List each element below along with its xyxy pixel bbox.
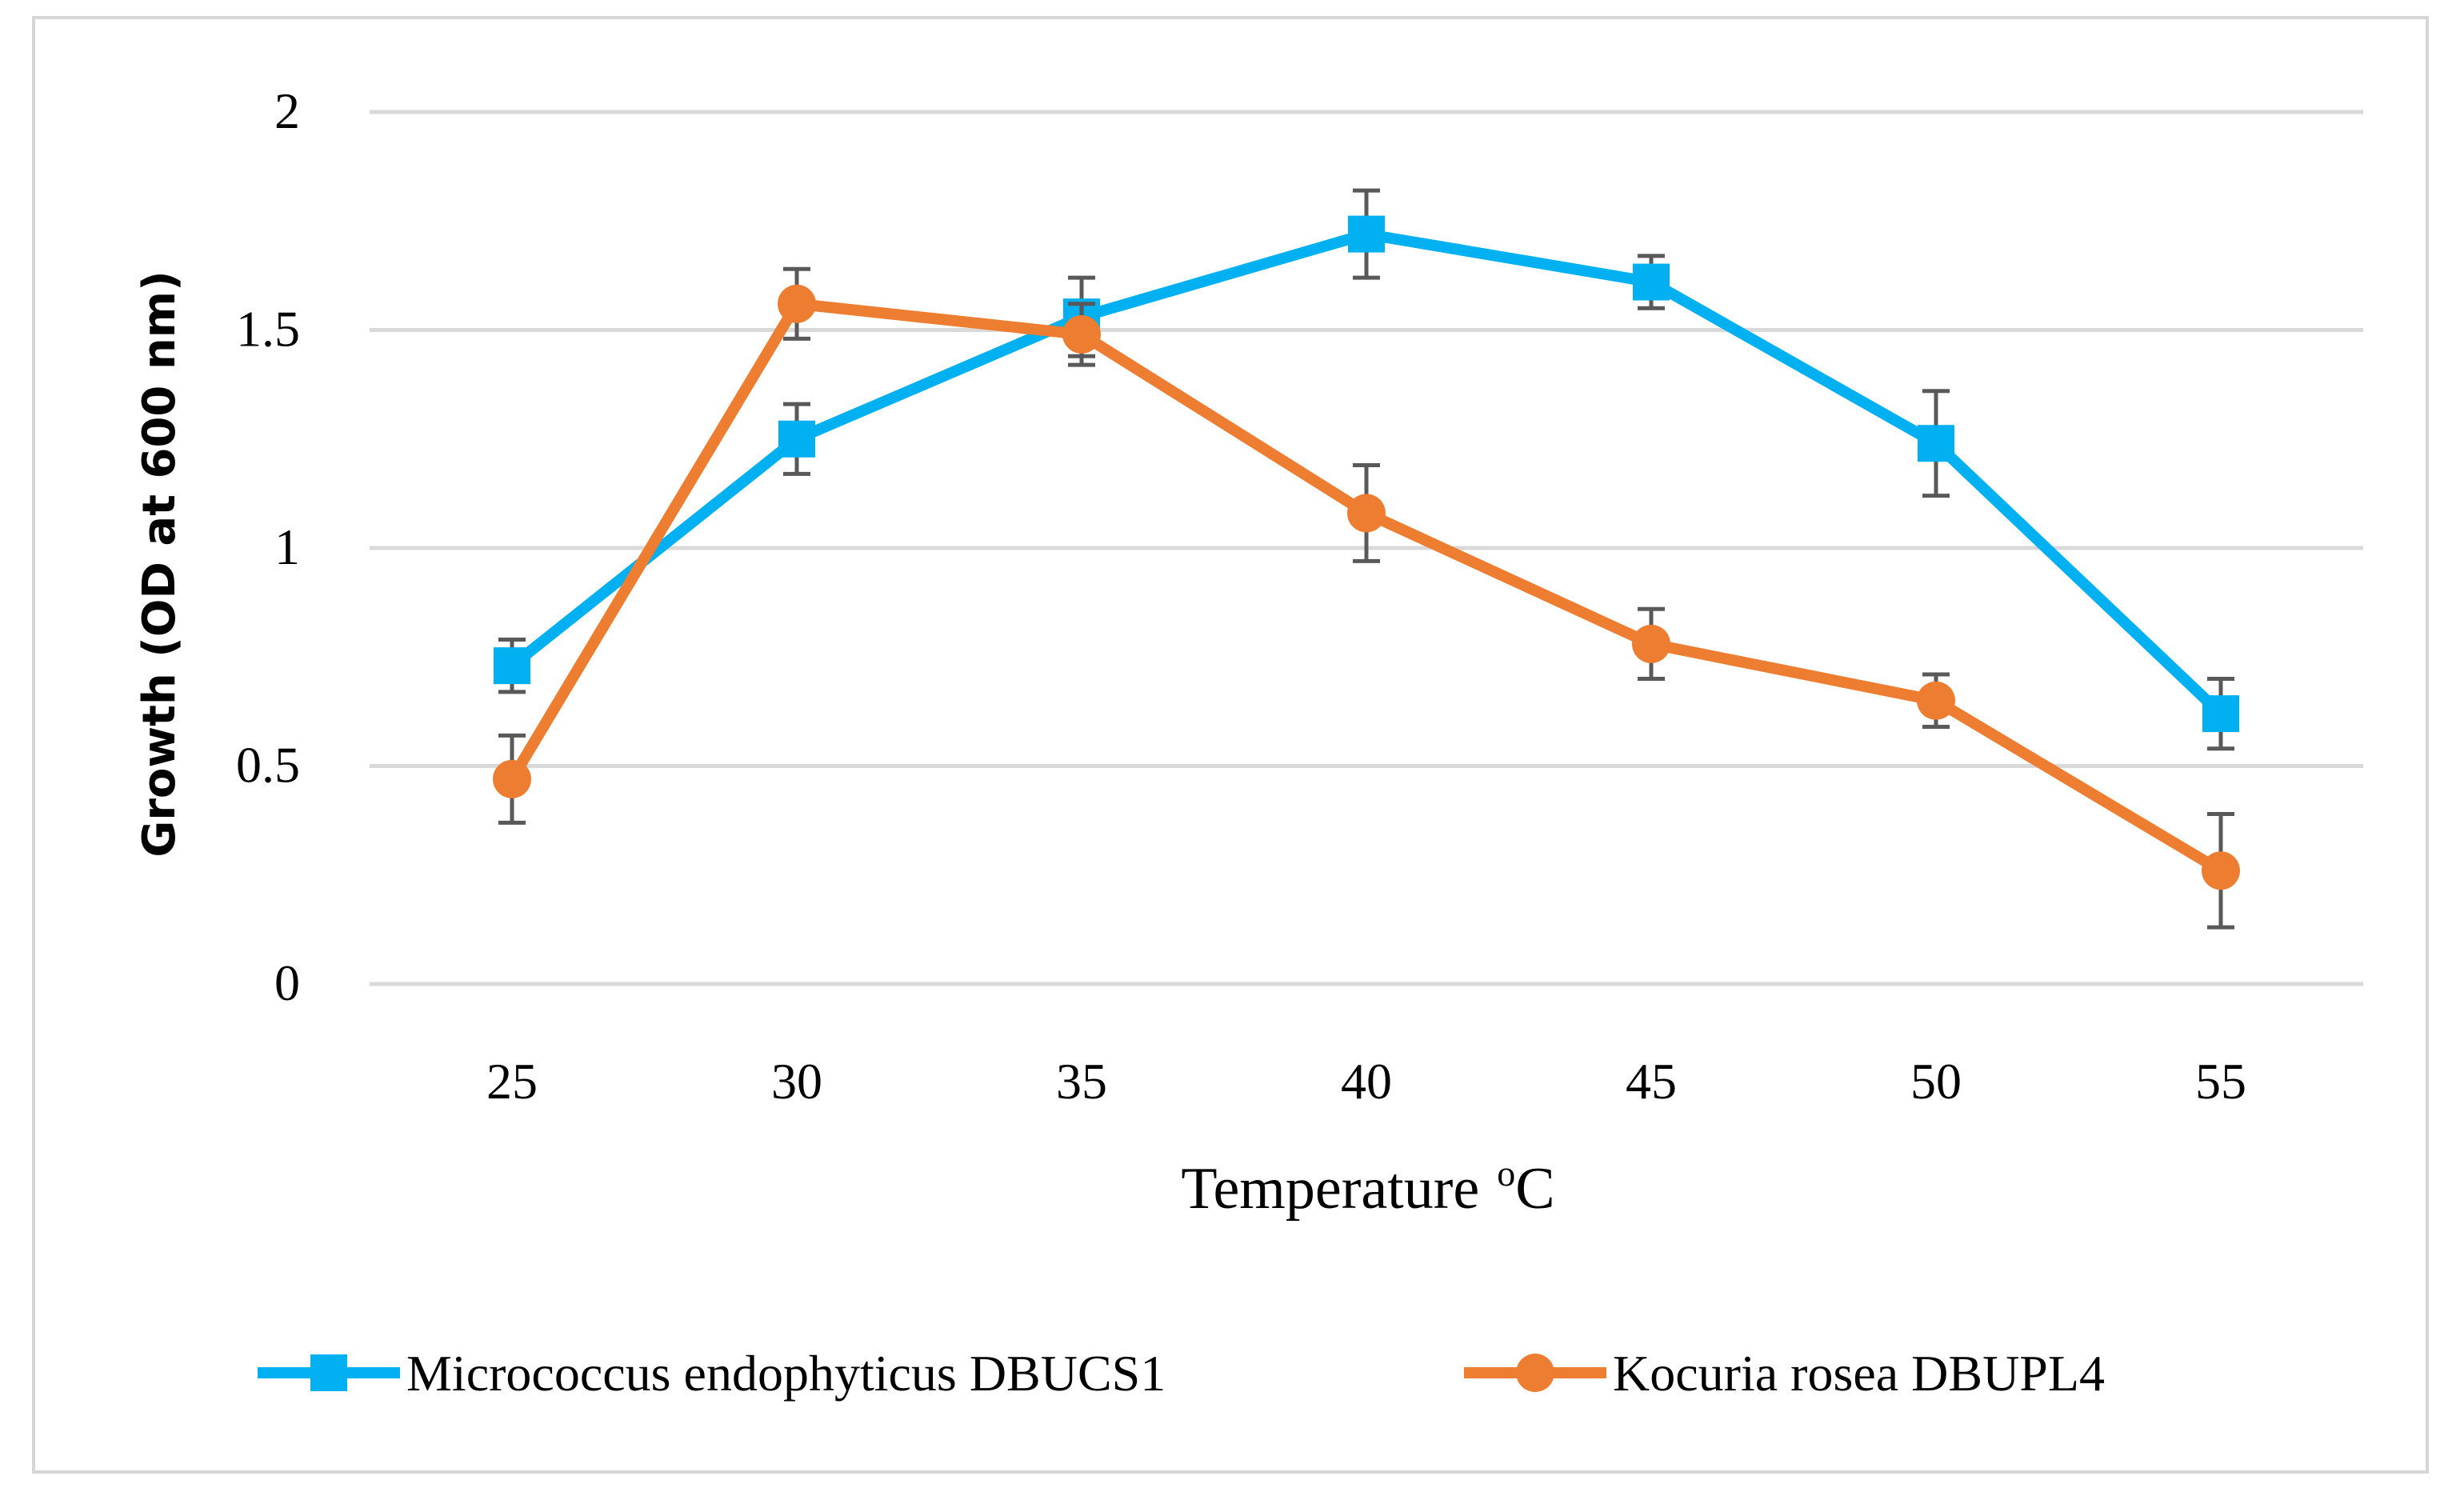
legend-marker [310,1354,347,1391]
data-point [494,647,530,685]
x-axis-title: Temperature oC [1181,1153,1554,1222]
x-tick-label: 40 [1341,1053,1392,1110]
legend-item-1: Micrococcus endophyticus DBUCS1 [258,1345,1166,1402]
series-line [506,298,2224,876]
legend: Micrococcus endophyticus DBUCS1 Kocuria r… [258,1345,2105,1402]
x-tick-label: 35 [1056,1053,1107,1110]
x-tick-label: 30 [771,1053,822,1110]
data-point [2202,695,2239,733]
x-tick-label: 25 [486,1053,538,1110]
legend-marker [1516,1354,1554,1392]
y-tick-label: 0 [274,954,300,1011]
legend-label: Kocuria rosea DBUPL4 [1613,1345,2105,1402]
y-axis-tick-labels: 0 0.5 1 1.5 2 [236,82,300,1011]
data-point [1633,263,1670,301]
data-point [778,420,815,458]
series-2 [493,266,2240,930]
y-tick-label: 1.5 [236,301,300,358]
data-point [1347,494,1386,533]
data-point [1348,215,1385,253]
legend-label: Micrococcus endophyticus DBUCS1 [406,1345,1166,1402]
gridlines [370,110,2363,986]
data-point [1632,624,1670,663]
legend-item-2: Kocuria rosea DBUPL4 [1464,1345,2105,1402]
x-tick-label: 55 [2195,1053,2246,1110]
y-axis-title: Growth (OD at 600 nm) [134,270,186,857]
series-group [493,188,2240,930]
data-point [1917,681,1955,720]
y-tick-label: 0.5 [236,737,300,794]
data-point [2202,851,2240,890]
data-point [1062,314,1101,354]
data-point [1918,425,1954,462]
data-point [778,284,816,323]
data-point [493,759,531,798]
y-tick-label: 2 [274,82,300,139]
y-tick-label: 1 [274,518,300,575]
x-tick-label: 45 [1626,1053,1677,1110]
x-tick-label: 50 [1910,1053,1962,1110]
chart-frame [32,16,2429,1474]
x-axis-tick-labels: 25 30 35 40 45 50 55 [486,1053,2246,1110]
